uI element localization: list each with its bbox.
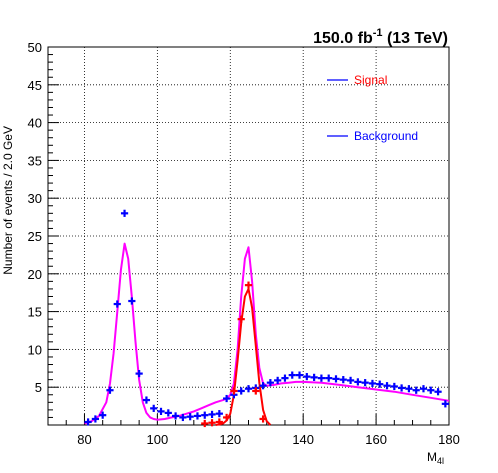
y-axis-title: Number of events / 2.0 GeV <box>1 126 15 275</box>
y-tick-label: 20 <box>28 267 42 282</box>
data-point-background <box>310 373 318 381</box>
data-point-background <box>120 209 129 217</box>
data-point-background <box>398 384 406 392</box>
data-point-background <box>339 376 347 384</box>
data-point-background <box>113 300 121 308</box>
data-point-signal <box>244 281 253 289</box>
series-line-signal-fit <box>215 287 272 426</box>
data-point-background <box>171 412 180 420</box>
data-point-background <box>208 410 216 419</box>
data-point-background <box>427 386 435 394</box>
data-point-background <box>317 374 326 382</box>
x-tick-label: 100 <box>147 432 169 447</box>
data-point-background <box>368 379 377 388</box>
series-layer <box>84 209 450 428</box>
series-line-fit <box>84 242 450 425</box>
title-tail: (13 TeV) <box>383 30 449 47</box>
data-point-background <box>135 369 143 378</box>
y-tick-label: 50 <box>28 40 42 55</box>
x-tick-label: 180 <box>438 432 460 447</box>
data-point-background <box>303 373 311 381</box>
y-axis: 5 10 15 20 25 30 35 40 45 50 <box>28 40 59 418</box>
data-point-signal <box>201 419 209 428</box>
data-point-background <box>215 410 223 418</box>
data-point-background <box>346 376 355 384</box>
data-point-signal <box>237 315 245 323</box>
data-point-signal <box>208 419 216 427</box>
data-point-background <box>288 371 296 379</box>
y-tick-label: 10 <box>28 342 42 357</box>
x-axis: 80 100 120 140 160 180 <box>47 414 460 447</box>
data-point-background <box>259 382 267 390</box>
y-tick-label: 45 <box>28 78 42 93</box>
data-point-background <box>128 297 136 305</box>
chart-title: 150.0 fb-1 (13 TeV) <box>313 27 448 47</box>
data-point-background <box>405 385 413 393</box>
data-point-background <box>186 413 194 421</box>
x-tick-label: 140 <box>292 432 314 447</box>
data-point-background <box>434 388 442 396</box>
data-point-background <box>179 413 187 422</box>
y-tick-label: 30 <box>28 191 42 206</box>
data-point-background <box>361 379 369 387</box>
data-point-background <box>274 376 282 384</box>
x-axis-title: M4l <box>427 450 444 466</box>
series-points-signal <box>201 281 267 428</box>
data-point-background <box>84 418 92 426</box>
legend-label-background: Background <box>354 129 418 143</box>
data-point-background <box>390 382 398 391</box>
y-tick-label: 35 <box>28 153 42 168</box>
data-point-background <box>99 411 107 419</box>
data-point-signal <box>223 413 231 422</box>
x-tick-label: 160 <box>365 432 387 447</box>
legend-label-signal: Signal <box>354 73 387 87</box>
data-point-background <box>237 387 245 395</box>
x-tick-label: 120 <box>219 432 241 447</box>
title-superscript: -1 <box>373 27 383 39</box>
data-point-background <box>193 412 202 420</box>
y-tick-label: 5 <box>35 380 42 395</box>
x-axis-title-subscript: 4l <box>437 456 444 466</box>
y-tick-label: 25 <box>28 229 42 244</box>
data-point-background <box>332 375 340 383</box>
series-points-background <box>84 209 449 426</box>
data-point-background <box>383 382 391 390</box>
data-point-background <box>325 374 333 382</box>
data-point-background <box>412 386 420 394</box>
data-point-signal <box>230 387 238 395</box>
data-point-background <box>354 378 362 386</box>
data-point-background <box>419 385 428 393</box>
data-point-background <box>150 404 158 412</box>
data-point-signal <box>259 415 267 423</box>
legend: Signal Background <box>327 73 418 143</box>
data-point-background <box>164 409 172 417</box>
data-point-background <box>157 407 165 415</box>
data-point-background <box>106 386 114 394</box>
data-point-background <box>295 371 304 379</box>
data-point-background <box>201 411 209 419</box>
x-tick-label: 80 <box>77 432 91 447</box>
data-point-signal <box>252 387 260 395</box>
data-point-background <box>281 374 289 382</box>
data-point-background <box>376 380 384 388</box>
data-point-background <box>142 396 151 404</box>
data-point-background <box>223 394 231 403</box>
data-point-background <box>441 400 449 408</box>
data-point-background <box>244 385 253 393</box>
grid <box>48 46 449 425</box>
y-tick-label: 40 <box>28 116 42 131</box>
y-tick-label: 15 <box>28 305 42 320</box>
data-point-signal <box>215 418 223 426</box>
data-point-background <box>91 415 99 423</box>
data-point-background <box>266 379 274 387</box>
